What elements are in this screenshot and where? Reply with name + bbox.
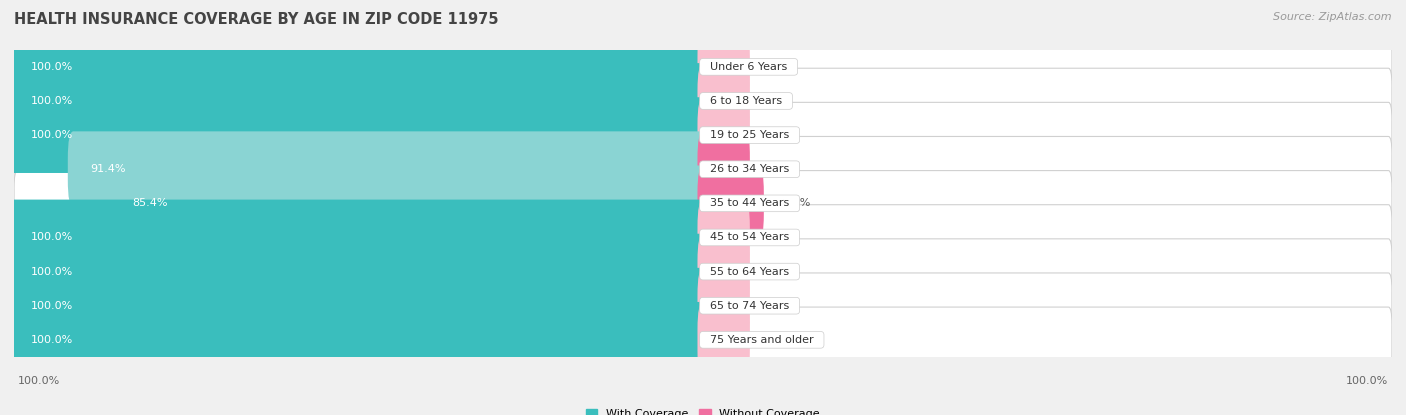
Text: 65 to 74 Years: 65 to 74 Years (703, 301, 796, 311)
Text: 100.0%: 100.0% (31, 301, 73, 311)
Text: 35 to 44 Years: 35 to 44 Years (703, 198, 796, 208)
FancyBboxPatch shape (14, 171, 1392, 236)
Text: 0.0%: 0.0% (762, 62, 790, 72)
Text: 0.0%: 0.0% (762, 96, 790, 106)
Text: Under 6 Years: Under 6 Years (703, 62, 794, 72)
FancyBboxPatch shape (14, 273, 1392, 339)
FancyBboxPatch shape (697, 63, 749, 139)
Text: 0.0%: 0.0% (762, 335, 790, 345)
FancyBboxPatch shape (697, 97, 749, 173)
FancyBboxPatch shape (14, 205, 1392, 270)
FancyBboxPatch shape (697, 234, 749, 310)
FancyBboxPatch shape (8, 302, 709, 378)
Text: 8.6%: 8.6% (762, 164, 790, 174)
Text: 100.0%: 100.0% (31, 96, 73, 106)
Text: 55 to 64 Years: 55 to 64 Years (703, 266, 796, 276)
FancyBboxPatch shape (14, 307, 1392, 373)
Text: 45 to 54 Years: 45 to 54 Years (703, 232, 796, 242)
FancyBboxPatch shape (697, 29, 749, 105)
Text: 100.0%: 100.0% (1347, 376, 1389, 386)
Text: 100.0%: 100.0% (31, 335, 73, 345)
FancyBboxPatch shape (14, 34, 1392, 100)
FancyBboxPatch shape (67, 132, 709, 207)
FancyBboxPatch shape (14, 68, 1392, 134)
FancyBboxPatch shape (8, 200, 709, 275)
FancyBboxPatch shape (8, 63, 709, 139)
FancyBboxPatch shape (8, 97, 709, 173)
FancyBboxPatch shape (14, 103, 1392, 168)
Text: 100.0%: 100.0% (17, 376, 59, 386)
FancyBboxPatch shape (8, 29, 709, 105)
FancyBboxPatch shape (14, 239, 1392, 304)
Text: 14.6%: 14.6% (776, 198, 811, 208)
Text: 0.0%: 0.0% (762, 130, 790, 140)
Text: 85.4%: 85.4% (132, 198, 167, 208)
FancyBboxPatch shape (697, 302, 749, 378)
FancyBboxPatch shape (110, 166, 709, 241)
FancyBboxPatch shape (8, 268, 709, 344)
FancyBboxPatch shape (14, 137, 1392, 202)
FancyBboxPatch shape (697, 132, 749, 207)
Text: 0.0%: 0.0% (762, 266, 790, 276)
Text: 26 to 34 Years: 26 to 34 Years (703, 164, 796, 174)
Text: 75 Years and older: 75 Years and older (703, 335, 821, 345)
Text: 6 to 18 Years: 6 to 18 Years (703, 96, 789, 106)
FancyBboxPatch shape (697, 268, 749, 344)
Text: 100.0%: 100.0% (31, 232, 73, 242)
FancyBboxPatch shape (8, 234, 709, 310)
Text: 100.0%: 100.0% (31, 130, 73, 140)
Text: 100.0%: 100.0% (31, 266, 73, 276)
Text: 0.0%: 0.0% (762, 232, 790, 242)
Legend: With Coverage, Without Coverage: With Coverage, Without Coverage (586, 409, 820, 415)
Text: Source: ZipAtlas.com: Source: ZipAtlas.com (1274, 12, 1392, 22)
Text: 0.0%: 0.0% (762, 301, 790, 311)
Text: HEALTH INSURANCE COVERAGE BY AGE IN ZIP CODE 11975: HEALTH INSURANCE COVERAGE BY AGE IN ZIP … (14, 12, 499, 27)
Text: 100.0%: 100.0% (31, 62, 73, 72)
FancyBboxPatch shape (697, 166, 763, 241)
FancyBboxPatch shape (697, 200, 749, 275)
Text: 19 to 25 Years: 19 to 25 Years (703, 130, 796, 140)
Text: 91.4%: 91.4% (90, 164, 127, 174)
